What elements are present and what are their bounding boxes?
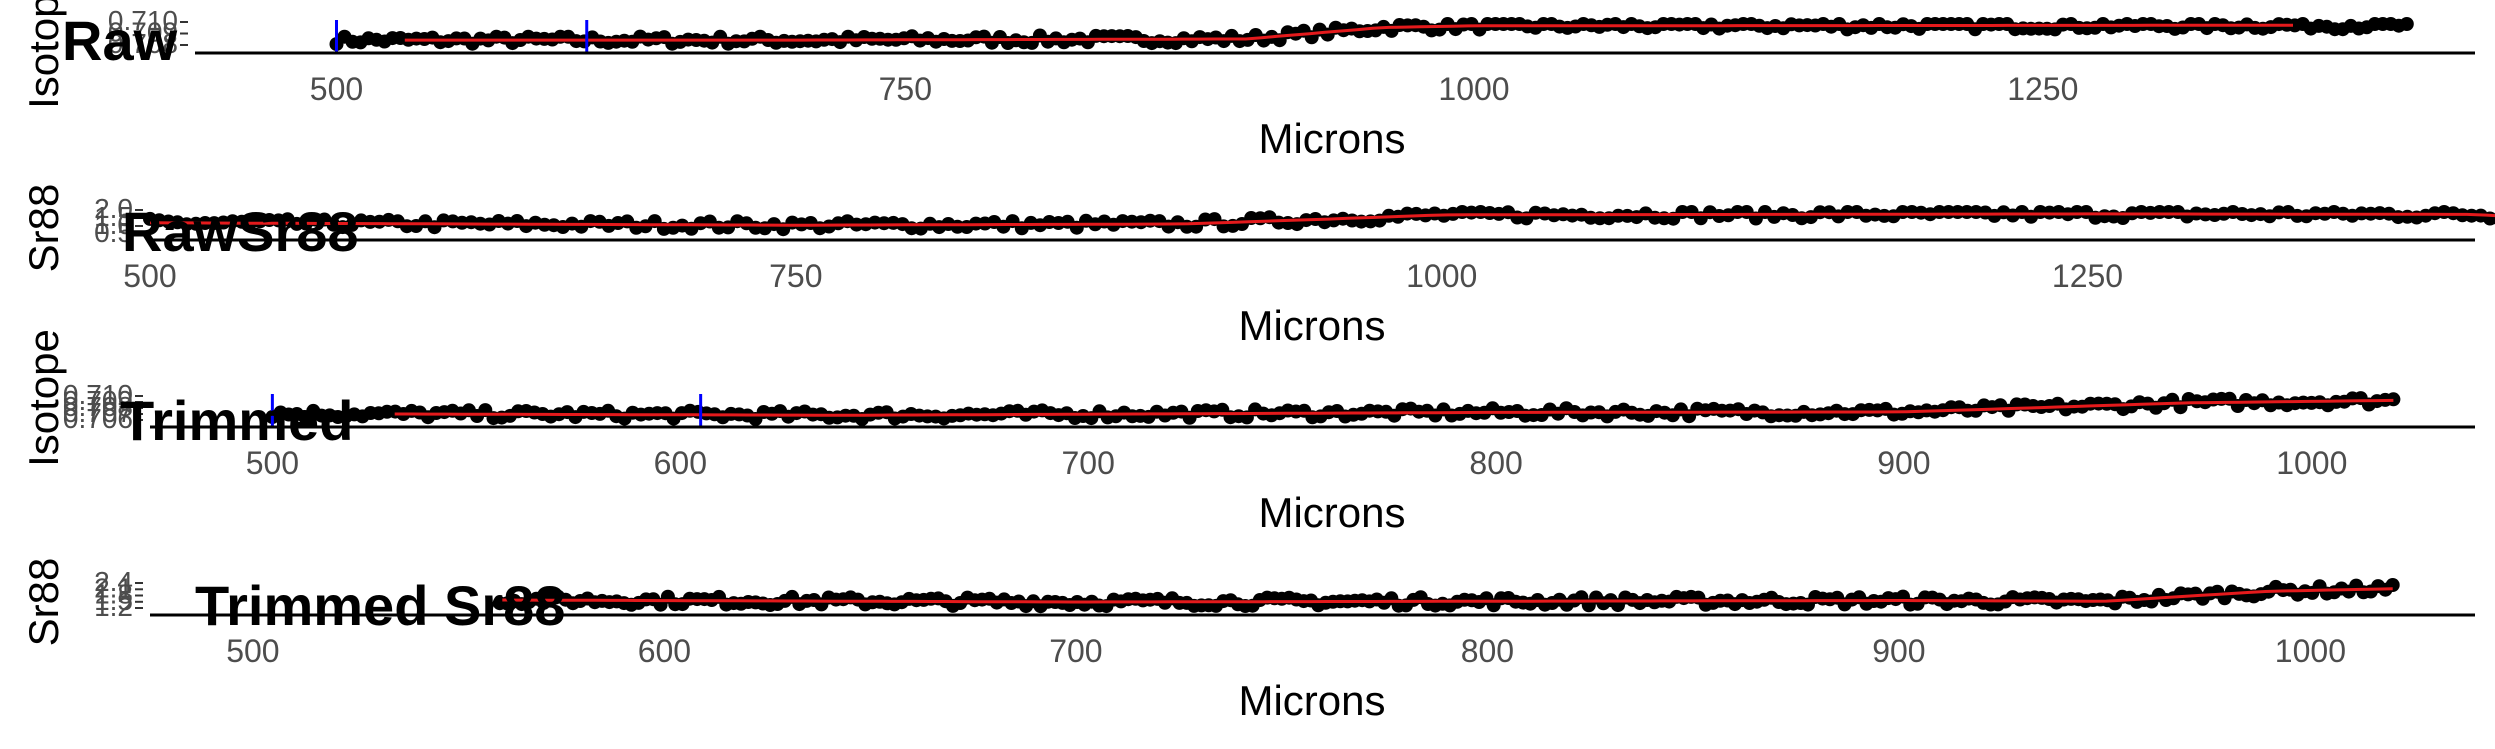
trimmed-sr88-x-axis-title: Microns bbox=[1238, 677, 1385, 724]
x-tick-label: 750 bbox=[879, 71, 932, 107]
smooth-line bbox=[394, 398, 2394, 417]
trimmed-sr88-x-ticks: 500 600 700 800 900 1000 bbox=[226, 633, 2346, 669]
raw-x-ticks: 500 750 1000 1250 bbox=[310, 71, 2079, 107]
y-tick-label: 1.5 bbox=[94, 201, 133, 232]
y-tick-label: 0.710 bbox=[108, 5, 178, 36]
rawsr88-y-ticks: 2.01.51.00.5 bbox=[94, 193, 143, 248]
x-tick-label: 1250 bbox=[2007, 71, 2078, 107]
trimmed-panel-title: Trimmed bbox=[120, 389, 353, 452]
x-tick-label: 600 bbox=[638, 633, 691, 669]
rawsr88-panel-title: RawSr88 bbox=[122, 200, 359, 263]
x-tick-label: 500 bbox=[310, 71, 363, 107]
trimmed-sr88-panel-title: Trimmed Sr88 bbox=[195, 574, 565, 637]
panel-trimmed-sr88: 500 600 700 800 900 1000 2.42.11.81.51.2 Trim… bbox=[20, 558, 2475, 724]
x-tick-label: 700 bbox=[1062, 445, 1115, 481]
smooth-line bbox=[149, 212, 2495, 227]
x-tick-label: 900 bbox=[1872, 633, 1925, 669]
x-tick-label: 1000 bbox=[2275, 633, 2346, 669]
y-tick-label: 0.708 bbox=[108, 28, 178, 59]
y-tick-label: 2.0 bbox=[94, 193, 133, 224]
trimmed-sr88-y-ticks: 2.42.11.81.51.2 bbox=[94, 566, 143, 622]
x-tick-label: 800 bbox=[1469, 445, 1522, 481]
x-tick-label: 500 bbox=[226, 633, 279, 669]
y-tick-label: 0.707 bbox=[63, 397, 133, 428]
y-tick-label: 1.2 bbox=[94, 591, 133, 622]
trimmed-x-ticks: 500 600 700 800 900 1000 bbox=[246, 445, 2348, 481]
raw-y-axis-title: Isotope bbox=[20, 0, 67, 109]
x-tick-label: 1250 bbox=[2052, 258, 2123, 294]
y-tick-label: 1.5 bbox=[94, 585, 133, 616]
y-tick-label: 0.710 bbox=[63, 379, 133, 410]
x-tick-label: 800 bbox=[1461, 633, 1514, 669]
trimmed-sr88-y-axis-title: Sr88 bbox=[20, 558, 67, 647]
smooth-line bbox=[499, 587, 2393, 604]
y-tick-label: 1.0 bbox=[94, 209, 133, 240]
x-tick-label: 1000 bbox=[1438, 71, 1509, 107]
smooth-line bbox=[404, 23, 2293, 42]
raw-x-axis-title: Microns bbox=[1258, 115, 1405, 162]
y-tick-label: 2.4 bbox=[94, 566, 133, 597]
panel-rawsr88: 500 750 1000 1250 2.01.51.00.5 RawSr88 Micr… bbox=[20, 184, 2495, 349]
x-tick-label: 600 bbox=[654, 445, 707, 481]
y-tick-label: 0.706 bbox=[63, 403, 133, 434]
panel-trimmed: 500 600 700 800 900 1000 0.7100.7090.7080.707… bbox=[20, 329, 2475, 536]
y-tick-label: 2.1 bbox=[94, 572, 133, 603]
trimmed-sr88-data-layer bbox=[492, 578, 2400, 614]
y-tick-label: 0.5 bbox=[94, 217, 133, 248]
raw-data-layer bbox=[329, 17, 2414, 53]
y-tick-label: 0.708 bbox=[63, 391, 133, 422]
x-tick-label: 700 bbox=[1049, 633, 1102, 669]
rawsr88-x-ticks: 500 750 1000 1250 bbox=[123, 258, 2123, 294]
trimmed-data-layer bbox=[265, 391, 2401, 427]
x-tick-label: 1000 bbox=[2276, 445, 2347, 481]
y-tick-label: 0.709 bbox=[108, 17, 178, 48]
x-tick-label: 750 bbox=[769, 258, 822, 294]
x-tick-label: 1000 bbox=[1406, 258, 1477, 294]
x-tick-label: 900 bbox=[1877, 445, 1930, 481]
y-tick-label: 0.709 bbox=[63, 385, 133, 416]
y-tick-label: 1.8 bbox=[94, 579, 133, 610]
data-point bbox=[2386, 392, 2401, 407]
data-point bbox=[2399, 17, 2414, 31]
rawsr88-x-axis-title: Microns bbox=[1238, 302, 1385, 349]
raw-panel-title: Raw bbox=[62, 9, 178, 72]
trimmed-x-axis-title: Microns bbox=[1258, 489, 1405, 536]
trimmed-y-axis-title: Isotope bbox=[20, 329, 67, 467]
x-tick-label: 500 bbox=[123, 258, 176, 294]
rawsr88-y-axis-title: Sr88 bbox=[20, 184, 67, 273]
rawsr88-data-layer bbox=[143, 205, 2495, 237]
x-tick-label: 500 bbox=[246, 445, 299, 481]
